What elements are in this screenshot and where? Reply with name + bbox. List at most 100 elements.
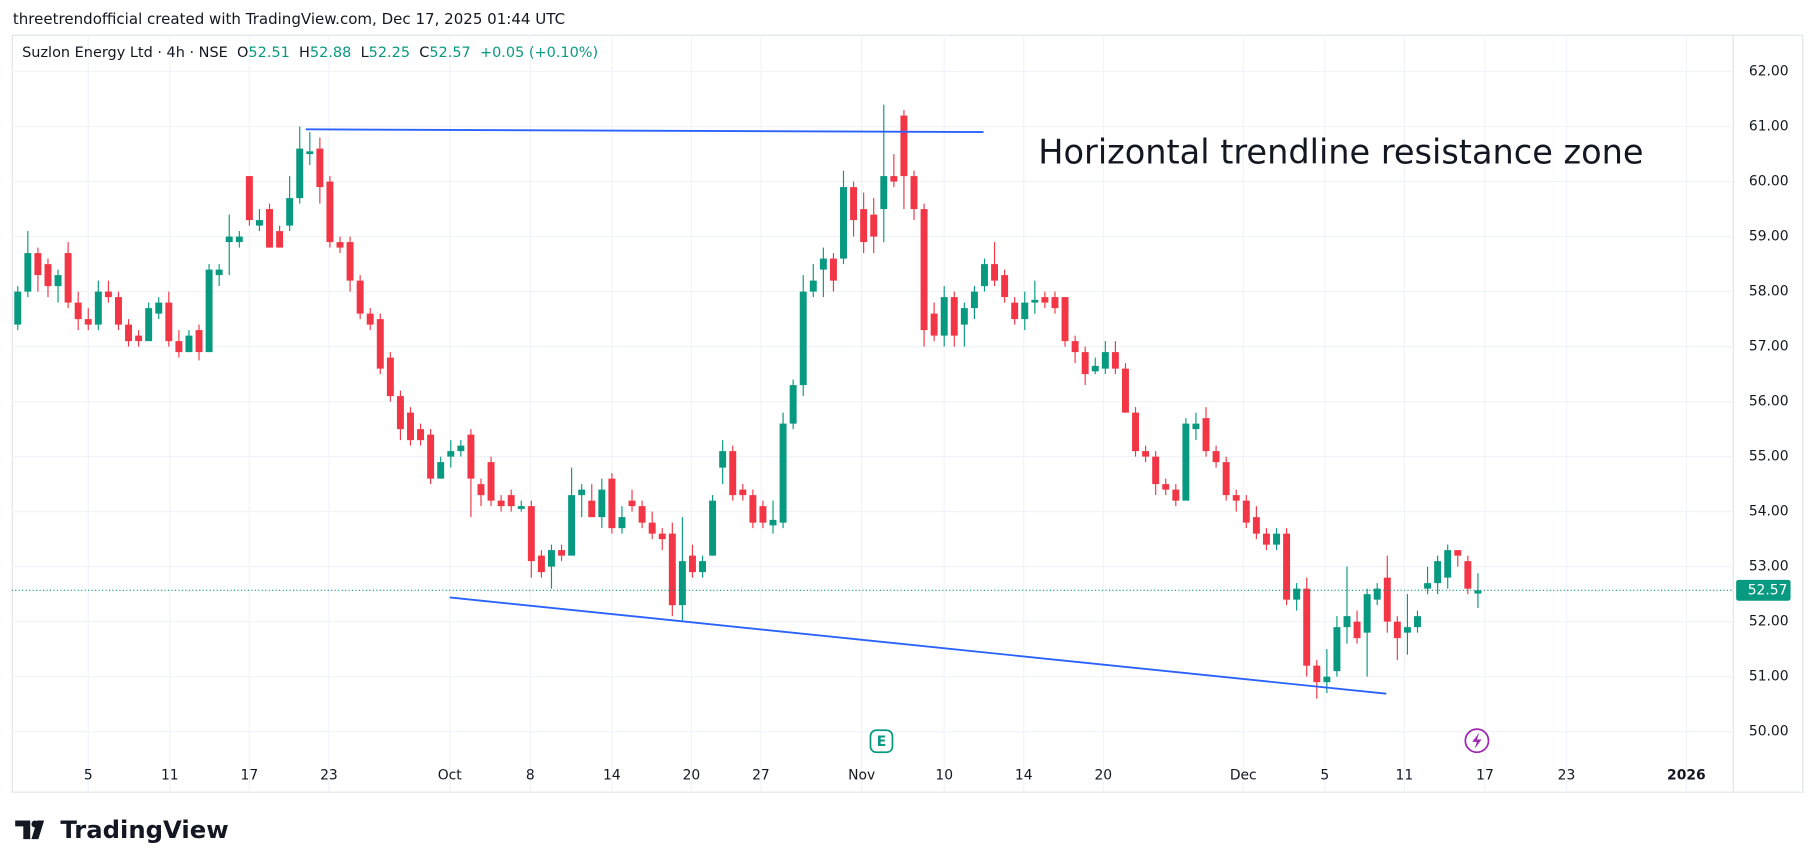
candle-body (1152, 456, 1160, 485)
x-tick-label: 17 (241, 767, 259, 783)
candle-body (1071, 341, 1079, 353)
candle-body (366, 313, 374, 325)
candle-body (1101, 352, 1109, 369)
candle-body (1273, 533, 1280, 545)
x-tick-label: 20 (683, 767, 701, 783)
candle-body (1313, 665, 1321, 683)
candle-body (1111, 352, 1119, 369)
candle-body (578, 489, 586, 496)
candle-body (789, 385, 797, 424)
x-tick-label: 14 (1015, 767, 1033, 783)
x-tick-label: 14 (603, 767, 621, 783)
x-tick-label: 5 (1320, 767, 1329, 783)
candle-body (407, 412, 414, 441)
candle-body (709, 500, 717, 556)
last-price-box (1736, 579, 1791, 601)
legend-label: O (237, 45, 248, 61)
candle-body (991, 264, 999, 281)
chart-frame (11, 34, 1804, 793)
x-tick-label: 17 (1476, 767, 1494, 783)
y-tick-label: 62.00 (1749, 64, 1789, 80)
candle-body (125, 324, 133, 342)
x-tick-label: Oct (438, 767, 463, 783)
candle-body (568, 495, 576, 556)
x-tick-label: 11 (161, 767, 179, 783)
candle-body (477, 484, 485, 496)
candle-body (195, 330, 203, 353)
candle-body (286, 198, 294, 226)
candle-body (326, 181, 334, 243)
candle-body (185, 335, 193, 353)
y-tick-label: 57.00 (1749, 339, 1789, 355)
candle-body (1444, 550, 1452, 578)
candle-body (799, 291, 807, 386)
candle-body (356, 280, 364, 314)
candle-body (447, 451, 455, 457)
candle-body (920, 209, 928, 331)
candle-body (1403, 627, 1411, 633)
candle-body (1262, 533, 1270, 545)
candle-body (749, 495, 757, 523)
candle-body (870, 214, 878, 237)
candle-body (1393, 621, 1401, 639)
candle-body (638, 506, 646, 523)
annotation: Horizontal trendline resistance zone (1038, 132, 1643, 171)
candle-body (779, 423, 787, 523)
candle-body (1363, 594, 1371, 633)
candle-body (417, 429, 425, 441)
candle-body (1041, 297, 1049, 303)
legend-change: +0.05 (+0.10%) (480, 45, 598, 61)
candle-body (668, 533, 676, 606)
candle-body (658, 533, 666, 540)
candle-body (981, 264, 988, 287)
candle-body (215, 269, 223, 276)
candle-body (719, 451, 727, 468)
candle-body (205, 269, 213, 353)
candle-body (1001, 275, 1009, 298)
candle-body (1383, 577, 1391, 622)
legend-high: 52.88 (310, 45, 351, 61)
x-tick-label: 20 (1094, 767, 1112, 783)
candle-body (135, 335, 143, 342)
candle-body (104, 291, 112, 298)
candle-body (1283, 533, 1291, 600)
legend-label: H (299, 45, 310, 61)
candle-body (1011, 302, 1019, 320)
candle-body (1051, 297, 1059, 309)
candle-body (1232, 495, 1240, 501)
candle-body (487, 462, 495, 501)
candle-body (809, 280, 817, 292)
logo-text: TradingView (60, 815, 228, 844)
candle-body (114, 297, 122, 325)
candle-body (537, 555, 545, 573)
candle-body (427, 434, 435, 479)
legend-open: 52.51 (248, 45, 289, 61)
candle-body (1162, 484, 1170, 490)
candle-body (255, 220, 263, 226)
y-tick-label: 59.00 (1749, 229, 1789, 245)
candle-body (386, 357, 394, 397)
candle-body (145, 308, 153, 342)
x-tick-label: 10 (935, 767, 953, 783)
grid (11, 34, 1733, 792)
candle-body (517, 506, 525, 509)
last-price-label: 52.57 (1748, 582, 1788, 598)
y-tick-label: 52.00 (1749, 614, 1789, 630)
candle-body (24, 253, 32, 292)
candle-body (840, 187, 847, 259)
candle-body (900, 115, 908, 177)
candle-body (628, 500, 636, 507)
candle-body (1212, 451, 1220, 463)
candle-body (1333, 627, 1341, 672)
legend: Suzlon Energy Ltd · 4h · NSE O52.51 H52.… (22, 45, 598, 61)
trendline (449, 596, 1387, 695)
candle-body (316, 148, 324, 188)
candle-body (396, 396, 404, 430)
candle-body (1222, 462, 1230, 496)
candle-body (1303, 588, 1311, 666)
candle-body (648, 522, 656, 534)
candle-body (1132, 412, 1140, 452)
candle-body (1414, 616, 1421, 628)
candle-body (940, 297, 948, 336)
